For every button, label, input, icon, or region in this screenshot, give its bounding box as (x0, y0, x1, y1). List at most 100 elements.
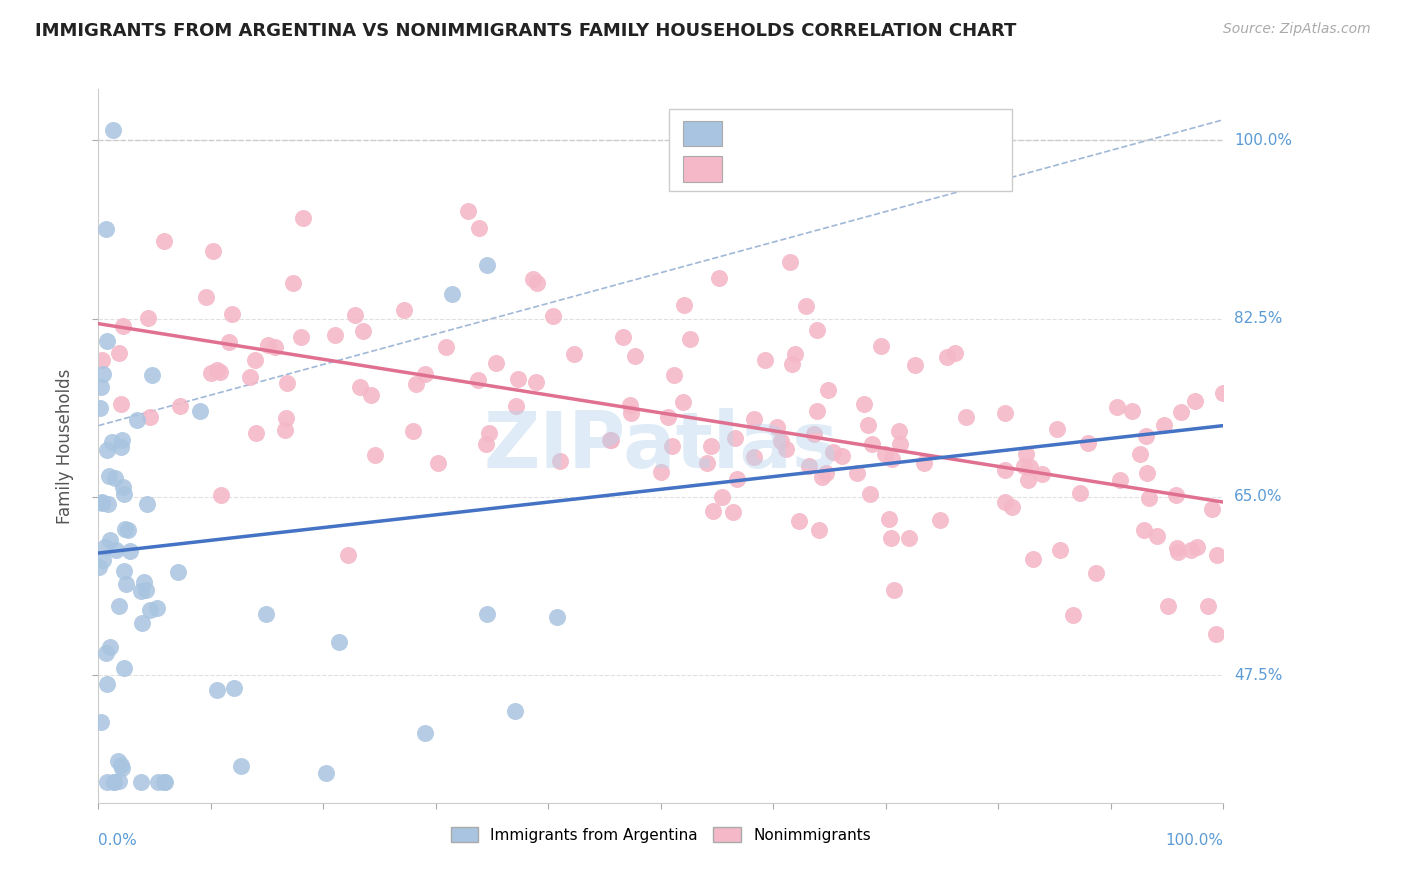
Point (315, 766, 337, 780)
Point (110, 758, 132, 772)
Point (110, 397, 132, 411)
Point (243, 352, 266, 367)
Text: 65.0%: 65.0% (1234, 490, 1282, 505)
Point (1049, 543, 1071, 558)
Point (98, 469, 121, 483)
Point (1187, 540, 1209, 554)
Point (94, 646, 117, 660)
Point (600, 433, 623, 447)
Point (96, 677, 118, 691)
Point (200, 366, 222, 380)
Point (1153, 418, 1175, 433)
Point (1166, 541, 1188, 556)
Point (323, 327, 346, 342)
Point (112, 480, 135, 494)
Point (858, 417, 880, 432)
Point (1137, 491, 1160, 505)
Point (112, 564, 135, 578)
Point (96, 775, 118, 789)
Point (135, 497, 157, 511)
Point (349, 380, 371, 394)
Point (129, 775, 152, 789)
Point (148, 775, 170, 789)
Point (344, 308, 367, 322)
Point (224, 681, 246, 695)
Point (98, 640, 121, 655)
Point (337, 549, 360, 563)
Point (807, 523, 830, 537)
Point (1184, 393, 1206, 408)
Point (90, 495, 112, 509)
Point (1205, 548, 1227, 562)
Point (929, 512, 952, 526)
Point (475, 258, 498, 272)
Point (352, 324, 374, 338)
Point (195, 290, 218, 304)
Text: 155: 155 (901, 161, 932, 177)
Point (392, 303, 415, 318)
Point (859, 486, 882, 500)
Point (780, 357, 803, 371)
Point (1014, 447, 1036, 461)
Point (202, 244, 225, 259)
Point (98, 533, 121, 547)
Point (785, 347, 807, 361)
Point (679, 333, 702, 347)
Point (169, 399, 191, 413)
Point (111, 761, 134, 775)
Text: 47.5%: 47.5% (1234, 668, 1282, 683)
Point (89, 401, 111, 416)
Point (114, 522, 136, 536)
Point (125, 413, 148, 427)
Point (1205, 626, 1227, 640)
Point (1077, 435, 1099, 450)
Point (943, 345, 966, 359)
Point (815, 466, 838, 480)
Point (256, 338, 278, 352)
Point (104, 543, 127, 558)
Text: Source: ZipAtlas.com: Source: ZipAtlas.com (1223, 22, 1371, 37)
Point (1062, 608, 1084, 623)
Text: 100.0%: 100.0% (1234, 133, 1292, 148)
Point (205, 363, 228, 377)
Point (612, 329, 634, 343)
Y-axis label: Family Households: Family Households (56, 368, 75, 524)
Point (129, 583, 152, 598)
Point (139, 409, 162, 424)
Point (274, 411, 297, 425)
Point (742, 450, 765, 465)
Point (742, 412, 765, 426)
Point (108, 346, 131, 360)
Point (89, 560, 111, 574)
Point (1085, 566, 1108, 581)
Point (1157, 599, 1180, 614)
Point (1108, 473, 1130, 487)
Point (870, 339, 893, 353)
Point (290, 330, 312, 344)
Point (205, 682, 228, 697)
Point (821, 445, 844, 459)
Text: 67: 67 (901, 126, 928, 141)
Point (765, 420, 787, 434)
Point (135, 583, 157, 598)
Text: N =: N = (859, 126, 887, 141)
Point (811, 470, 834, 484)
Point (889, 437, 911, 451)
Point (754, 352, 776, 367)
Point (522, 272, 544, 286)
Point (599, 434, 621, 448)
Point (94, 222, 117, 236)
Point (702, 504, 724, 518)
Point (1170, 405, 1192, 419)
Point (1167, 545, 1189, 559)
Point (136, 311, 159, 326)
Point (101, 123, 124, 137)
Point (806, 404, 828, 418)
Point (101, 435, 124, 450)
Point (817, 383, 839, 397)
Point (231, 758, 253, 772)
Point (912, 456, 935, 470)
Point (415, 726, 437, 740)
Point (131, 616, 153, 631)
Point (803, 427, 825, 442)
